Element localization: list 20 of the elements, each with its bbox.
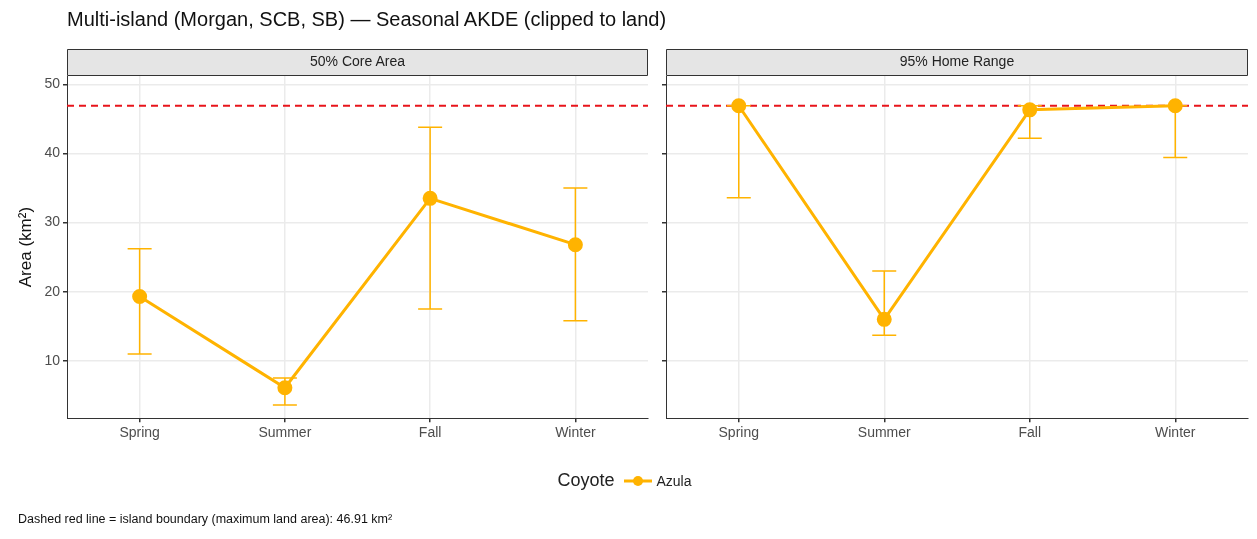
- chart-subtitle: 95% Home Range: [899, 52, 1015, 69]
- legend-title: Coyote: [557, 470, 615, 490]
- y-tick-label: 30: [44, 213, 61, 230]
- y-tick-label: 40: [44, 144, 61, 161]
- y-tick-label: 10: [44, 351, 61, 368]
- x-tick-label: Winter: [555, 424, 596, 441]
- x-tick-label: Summer: [857, 424, 912, 441]
- y-tick-label: 50: [44, 75, 61, 92]
- chart-title: Multi-island (Morgan, SCB, SB) — Seasonal AKDE (clipped to land): [67, 8, 667, 31]
- x-tick-label: Winter: [1155, 424, 1196, 441]
- x-tick-label: Spring: [119, 424, 160, 441]
- y-axis-title: Area (km²): [15, 206, 35, 288]
- x-tick-label: Spring: [718, 424, 759, 441]
- x-tick-label: Summer: [258, 424, 312, 441]
- y-tick-label: 20: [44, 282, 61, 299]
- chart-subtitle: 50% Core Area: [310, 52, 406, 69]
- x-tick-label: Fall: [1018, 424, 1042, 441]
- x-tick-label: Fall: [418, 424, 442, 441]
- legend-label: Azula: [656, 472, 692, 489]
- text: Dashed red line = island boundary (maximum land area): 46.91 km²: [18, 512, 393, 526]
